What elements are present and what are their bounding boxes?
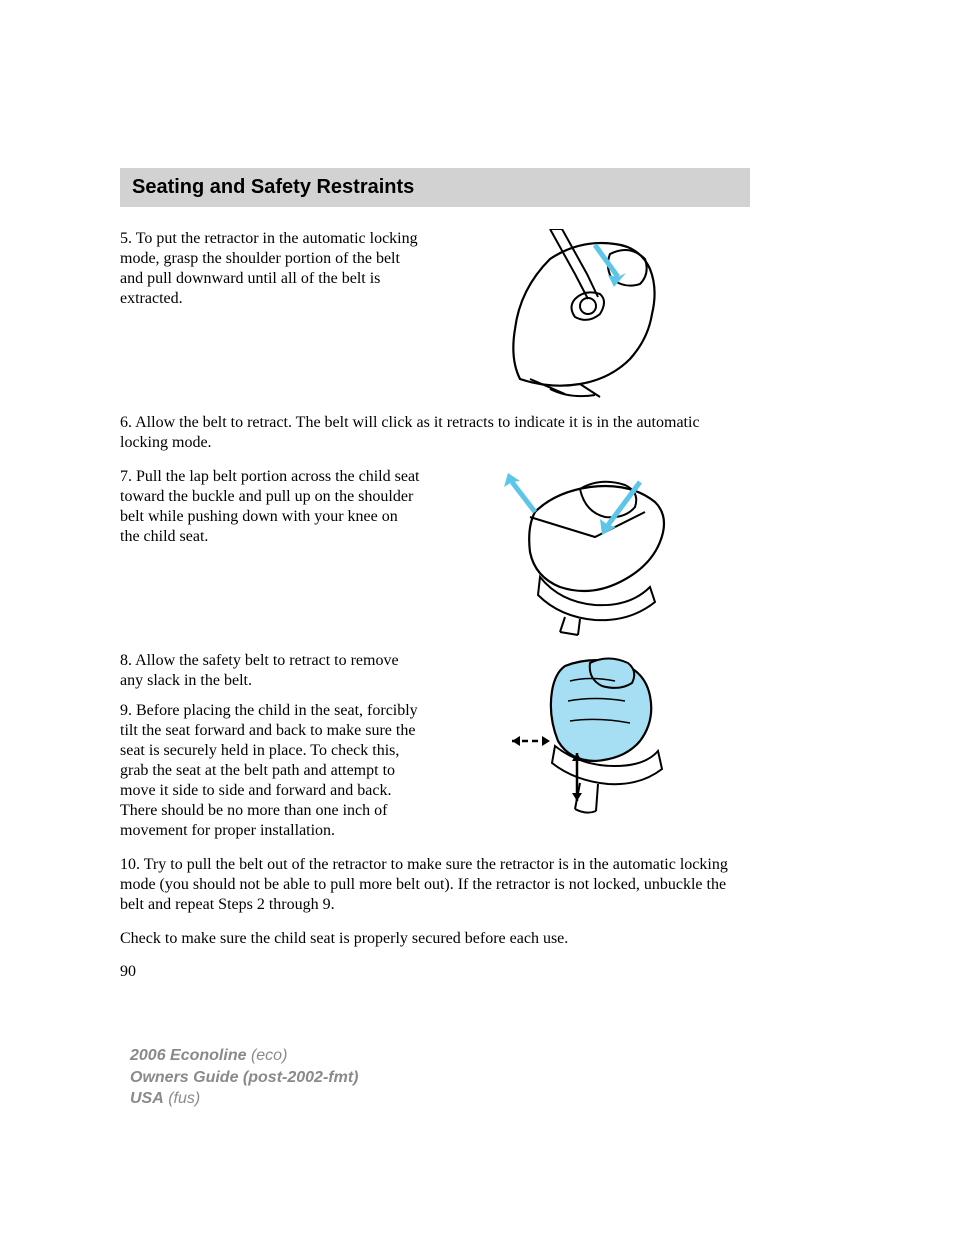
document-footer: 2006 Econoline (eco) Owners Guide (post-… [130, 1045, 358, 1110]
section-header: Seating and Safety Restraints [120, 168, 750, 207]
footer-guide: Owners Guide (post-2002-fmt) [130, 1067, 358, 1089]
step-9-text: 9. Before placing the child in the seat,… [120, 701, 420, 841]
step-10-text: 10. Try to pull the belt out of the retr… [120, 855, 740, 915]
step-7-text: 7. Pull the lap belt portion across the … [120, 467, 420, 547]
figure-2-lap-belt [480, 467, 690, 637]
footer-model: 2006 Econoline [130, 1047, 247, 1064]
step-8-text: 8. Allow the safety belt to retract to r… [120, 651, 420, 691]
footer-region: USA [130, 1090, 164, 1107]
footer-region-code: (fus) [164, 1090, 200, 1107]
step-6-text: 6. Allow the belt to retract. The belt w… [120, 413, 740, 453]
figure-3-seat-check [480, 651, 690, 821]
check-note: Check to make sure the child seat is pro… [120, 929, 740, 949]
section-title: Seating and Safety Restraints [132, 176, 738, 199]
step-5-text: 5. To put the retractor in the automatic… [120, 229, 420, 309]
footer-model-code: (eco) [247, 1047, 288, 1064]
figure-1-belt-retractor [480, 229, 690, 399]
page-number: 90 [120, 963, 750, 981]
